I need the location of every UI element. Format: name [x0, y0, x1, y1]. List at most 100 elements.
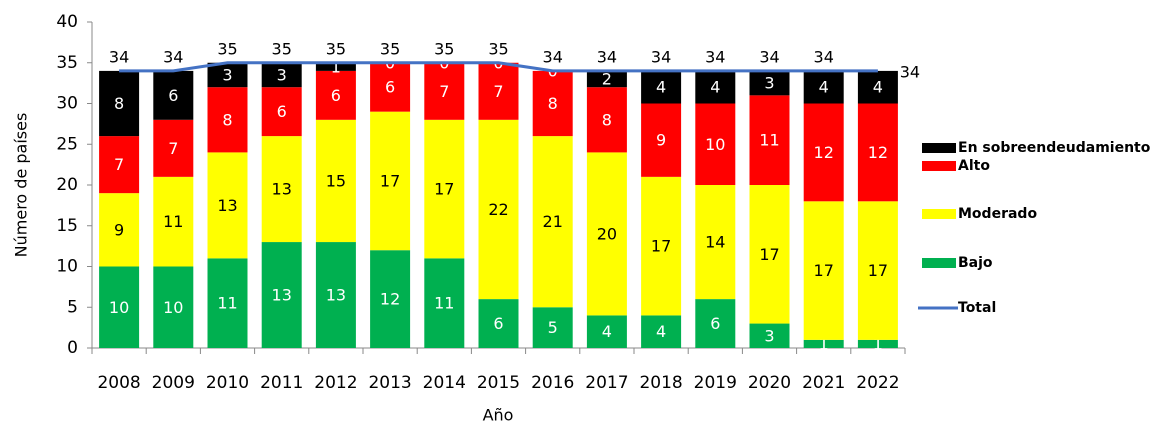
bar-segment — [99, 70, 140, 137]
data-label: 1 — [819, 334, 829, 353]
bar-segment — [695, 70, 736, 104]
x-tick-label: 2018 — [639, 373, 682, 393]
bar-segment — [315, 119, 356, 243]
bar-segment — [424, 119, 465, 259]
legend-label: Alto — [958, 158, 990, 174]
x-tick-label: 2010 — [206, 373, 249, 393]
data-label: 11 — [759, 131, 779, 150]
total-label: 35 — [488, 39, 508, 58]
data-label: 13 — [326, 286, 346, 305]
bar-segment — [641, 176, 682, 316]
total-line — [119, 61, 878, 73]
bar-segment — [261, 136, 302, 243]
bar-segment — [370, 111, 411, 251]
bar-segment — [370, 62, 411, 112]
total-label: 34 — [705, 47, 725, 66]
bar-segment — [586, 70, 627, 88]
bar-segment — [641, 315, 682, 348]
data-label: 3 — [764, 74, 774, 93]
legend-swatch — [922, 143, 956, 153]
bar-segment — [315, 70, 356, 120]
total-label: 35 — [326, 39, 346, 58]
data-label: 12 — [868, 143, 888, 162]
bar-segment — [207, 152, 248, 259]
x-tick-label: 2011 — [260, 373, 303, 393]
bar-segment — [207, 258, 248, 348]
bar-segment — [424, 258, 465, 348]
total-label: 34 — [163, 47, 183, 66]
total-label: 34 — [900, 62, 920, 81]
data-label: 14 — [705, 233, 725, 252]
x-tick-label: 2012 — [314, 373, 357, 393]
data-label: 22 — [488, 200, 508, 219]
data-label: 8 — [548, 94, 558, 113]
legend-swatch — [922, 258, 956, 268]
data-label: 8 — [114, 94, 124, 113]
data-label: 13 — [272, 180, 292, 199]
bar-segment — [99, 193, 140, 267]
bar-segment — [370, 250, 411, 348]
y-tick-label: 0 — [67, 338, 78, 358]
y-tick-label: 35 — [56, 53, 78, 73]
total-label: 34 — [814, 47, 834, 66]
bar-segment — [857, 103, 898, 202]
data-label: 6 — [710, 314, 720, 333]
legend-swatch — [922, 161, 956, 171]
y-tick-label: 30 — [56, 94, 78, 114]
data-label: 11 — [163, 212, 183, 231]
data-label: 8 — [602, 110, 612, 129]
data-label: 4 — [819, 78, 829, 97]
bar-segment — [857, 70, 898, 104]
bar-segment — [749, 70, 790, 96]
bar-segment — [803, 103, 844, 202]
data-label: 4 — [873, 78, 883, 97]
data-label: 13 — [217, 196, 237, 215]
data-label: 1 — [873, 334, 883, 353]
x-tick-label: 2019 — [694, 373, 737, 393]
data-label: 6 — [277, 102, 287, 121]
x-tick-label: 2022 — [856, 373, 899, 393]
data-label: 10 — [163, 298, 183, 317]
legend-label: Total — [958, 300, 996, 316]
data-label: 4 — [656, 78, 666, 97]
bar-segment — [153, 119, 194, 177]
bar-segment — [695, 299, 736, 348]
data-label: 17 — [651, 237, 671, 256]
x-tick-label: 2015 — [477, 373, 520, 393]
x-tick-label: 2021 — [802, 373, 845, 393]
data-label: 3 — [764, 326, 774, 345]
data-label: 12 — [814, 143, 834, 162]
bar-segment — [803, 339, 844, 348]
total-label: 35 — [272, 39, 292, 58]
y-tick-label: 25 — [56, 134, 78, 154]
data-label: 13 — [272, 286, 292, 305]
bar-segment — [532, 307, 573, 348]
data-label: 6 — [493, 314, 503, 333]
data-label: 9 — [114, 220, 124, 239]
data-label: 7 — [114, 155, 124, 174]
y-tick-label: 20 — [56, 175, 78, 195]
x-tick-label: 2009 — [152, 373, 195, 393]
data-label: 11 — [217, 294, 237, 313]
bar-segment — [261, 62, 302, 88]
bar-segment — [857, 201, 898, 340]
data-label: 7 — [439, 82, 449, 101]
bar-segment — [261, 242, 302, 348]
bar-segment — [315, 62, 356, 71]
y-axis-title: Número de países — [12, 113, 31, 258]
data-label: 8 — [222, 110, 232, 129]
data-label: 6 — [168, 86, 178, 105]
x-tick-label: 2016 — [531, 373, 574, 393]
bar-segment — [478, 299, 519, 348]
data-label: 2 — [602, 70, 612, 89]
bar-segment — [803, 70, 844, 104]
bar-segment — [749, 95, 790, 185]
x-tick-label: 2014 — [423, 373, 466, 393]
data-label: 17 — [380, 171, 400, 190]
data-label: 7 — [493, 82, 503, 101]
data-label: 4 — [656, 322, 666, 341]
data-label: 1 — [331, 57, 341, 76]
bar-segment — [586, 87, 627, 153]
total-label: 35 — [217, 39, 237, 58]
bar-segment — [153, 176, 194, 267]
